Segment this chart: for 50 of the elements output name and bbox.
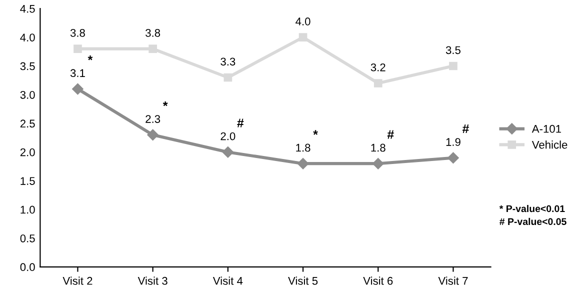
data-label: 3.8 xyxy=(146,29,160,37)
text: 3.0 xyxy=(20,90,35,99)
text: 2.5 xyxy=(20,120,35,128)
annotation: * xyxy=(88,56,93,60)
text: 3.5 xyxy=(20,62,35,70)
x-tick-label: Visit 6 xyxy=(363,276,393,285)
annotation: # xyxy=(237,118,244,128)
point xyxy=(72,83,84,95)
x-tick-label: Visit 7 xyxy=(438,276,468,285)
data-label: 3.5 xyxy=(446,46,460,54)
data-label: 1.8 xyxy=(371,144,386,152)
text: 2.0 xyxy=(20,148,35,156)
point xyxy=(298,33,308,42)
data-label: 1.9 xyxy=(446,138,460,146)
text: 4.0 xyxy=(20,34,35,42)
data-label: 3.8 xyxy=(70,29,85,37)
text: 4.5 xyxy=(20,4,35,13)
x-tick-label: Visit 4 xyxy=(212,276,243,285)
text: 0.5 xyxy=(20,234,35,242)
point xyxy=(448,152,459,164)
data-label: 3.2 xyxy=(370,63,386,72)
text: 0.0 xyxy=(20,263,35,272)
annotation: * xyxy=(162,101,168,106)
data-label: 2.3 xyxy=(146,115,160,123)
text: * P-value<0.01 xyxy=(499,204,565,212)
data-label: 3.1 xyxy=(70,69,85,78)
x-tick-label: Visit 2 xyxy=(62,276,92,285)
legend-label: Vehicle xyxy=(532,140,568,149)
point xyxy=(224,73,232,82)
point xyxy=(297,158,309,170)
point xyxy=(374,79,382,88)
legend-label: A-101 xyxy=(532,124,561,133)
point xyxy=(74,44,82,53)
point xyxy=(449,62,458,70)
annotation: * xyxy=(313,130,318,135)
data-label: 4.0 xyxy=(296,18,310,26)
point xyxy=(372,158,384,170)
point xyxy=(148,44,157,53)
point xyxy=(147,129,158,140)
x-tick-label: Visit 5 xyxy=(288,276,318,285)
annotation: # xyxy=(387,130,394,139)
text: 1.5 xyxy=(20,177,35,185)
point xyxy=(222,146,234,158)
text: # P-value<0.05 xyxy=(500,218,566,226)
data-label: 3.3 xyxy=(220,58,236,66)
data-label: 1.8 xyxy=(296,144,310,152)
x-tick-label: Visit 3 xyxy=(138,276,168,285)
text: 1.0 xyxy=(20,206,35,214)
annotation: # xyxy=(462,124,469,134)
data-label: 2.0 xyxy=(220,132,236,140)
